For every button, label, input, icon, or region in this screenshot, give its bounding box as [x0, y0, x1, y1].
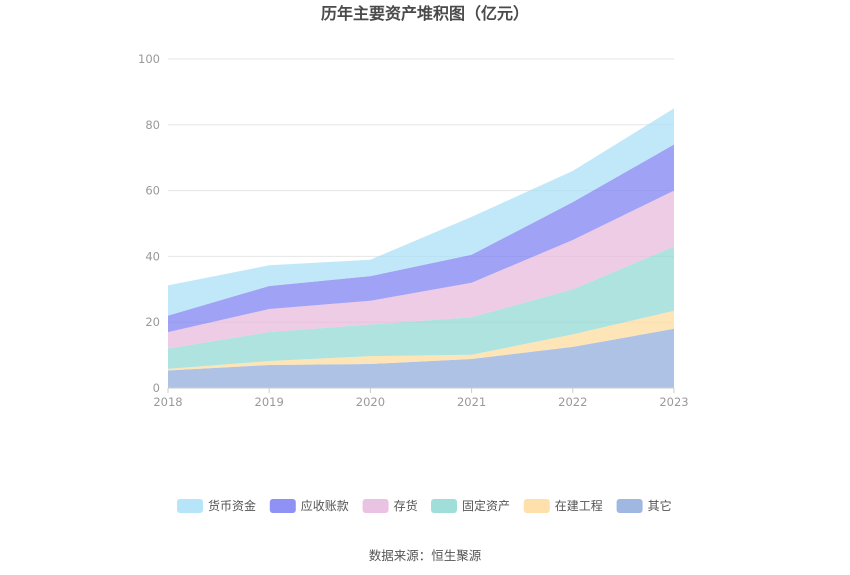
legend-swatch: [177, 499, 203, 513]
y-tick-label: 20: [145, 315, 160, 329]
legend-label: 存货: [394, 498, 418, 513]
x-tick-label: 2018: [153, 395, 182, 409]
legend-swatch: [362, 499, 389, 513]
area-series-4[interactable]: [168, 144, 674, 333]
legend-label: 其它: [648, 498, 672, 513]
legend-item[interactable]: 在建工程: [523, 498, 603, 513]
legend-label: 货币资金: [208, 498, 256, 513]
legend-item[interactable]: 其它: [616, 498, 672, 513]
legend-swatch: [523, 499, 550, 513]
y-tick-label: 0: [153, 381, 160, 395]
legend-item[interactable]: 存货: [362, 498, 418, 513]
area-series-3[interactable]: [168, 190, 674, 349]
x-tick-label: 2020: [356, 395, 385, 409]
x-tick-label: 2022: [558, 395, 587, 409]
area-series-1[interactable]: [168, 310, 674, 371]
data-source-note: 数据来源：恒生聚源: [369, 548, 482, 563]
legend-item[interactable]: 固定资产: [431, 498, 510, 513]
x-tick-label: 2021: [457, 395, 486, 409]
legend-item[interactable]: 货币资金: [177, 498, 256, 513]
legend-swatch: [616, 499, 643, 513]
area-series-0[interactable]: [168, 328, 674, 388]
area-series-group: [168, 108, 674, 388]
area-series-5[interactable]: [168, 108, 674, 316]
legend-swatch: [269, 499, 296, 513]
y-tick-label: 40: [145, 249, 160, 263]
legend-label: 在建工程: [555, 498, 603, 513]
x-tick-label: 2023: [659, 395, 688, 409]
y-tick-label: 100: [138, 52, 160, 66]
legend-item[interactable]: 应收账款: [269, 498, 349, 513]
legend-label: 应收账款: [301, 498, 349, 513]
x-tick-label: 2019: [255, 395, 284, 409]
legend-label: 固定资产: [462, 498, 510, 513]
y-tick-label: 80: [145, 118, 160, 132]
legend-swatch: [431, 499, 457, 513]
legend[interactable]: 货币资金 应收账款 存货 固定资产 在建工程 其它: [177, 498, 672, 513]
axes: 0 20 40 60 80 100 2018 2019 2020 2021 2022 2023: [138, 52, 689, 409]
y-tick-label: 60: [145, 184, 160, 198]
area-series-2[interactable]: [168, 246, 674, 369]
chart-title: 历年主要资产堆积图（亿元）: [321, 4, 529, 23]
